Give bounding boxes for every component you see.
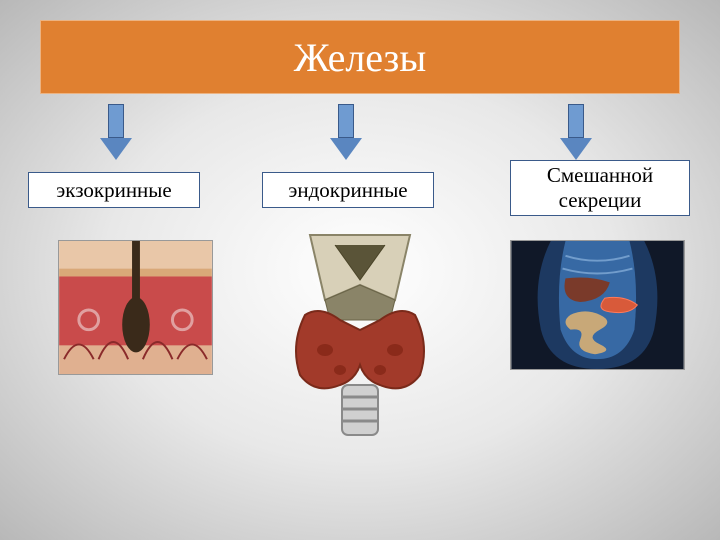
label-exocrine: экзокринные: [28, 172, 200, 208]
image-exocrine-skin: [58, 240, 213, 375]
arrow-head: [330, 138, 362, 160]
label-endocrine-text: эндокринные: [288, 178, 407, 203]
image-mixed-pancreas: [510, 240, 685, 370]
arrow-shaft: [108, 104, 124, 138]
page-title: Железы: [294, 34, 426, 81]
skin-illustration: [59, 241, 212, 374]
image-endocrine-thyroid: [280, 225, 440, 445]
arrow-mixed: [560, 104, 592, 160]
title-bar: Железы: [40, 20, 680, 94]
arrow-exocrine: [100, 104, 132, 160]
label-endocrine: эндокринные: [262, 172, 434, 208]
label-mixed: Смешанной секреции: [510, 160, 690, 216]
arrow-shaft: [338, 104, 354, 138]
label-exocrine-text: экзокринные: [56, 178, 171, 203]
arrow-head: [560, 138, 592, 160]
arrow-endocrine: [330, 104, 362, 160]
label-mixed-text: Смешанной секреции: [547, 163, 653, 213]
arrow-head: [100, 138, 132, 160]
thyroid-illustration: [280, 225, 440, 445]
pancreas-illustration: [511, 241, 684, 369]
arrow-shaft: [568, 104, 584, 138]
